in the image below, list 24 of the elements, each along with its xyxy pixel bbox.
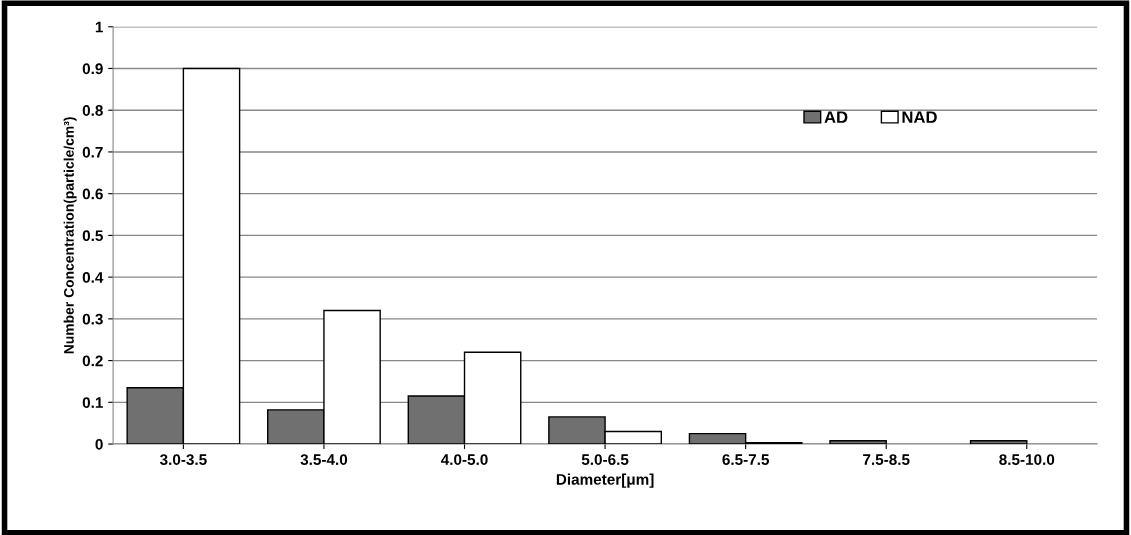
x-tick-label: 4.0-5.0	[440, 454, 488, 465]
y-axis-title: Number Concentration(particle/cm³)	[63, 117, 77, 354]
y-tick-label: 0.5	[82, 230, 103, 242]
x-tick-label: 5.0-6.5	[581, 454, 629, 465]
y-tick-label: 0.9	[82, 63, 103, 75]
bar	[969, 440, 1028, 445]
y-tick-label: 0.3	[82, 313, 103, 325]
y-tick-label: 0	[95, 438, 103, 450]
y-tick-label: 0.4	[82, 272, 104, 283]
x-axis-title: Diameter[μm]	[556, 473, 654, 488]
x-tick-label: 8.5-10.0	[999, 454, 1055, 465]
y-tick-label: 0.2	[82, 355, 103, 367]
y-tick-label: 0.6	[82, 188, 103, 200]
y-tick-label: 0.1	[82, 397, 103, 409]
x-tick-label: 6.5-7.5	[722, 454, 770, 465]
x-tick-label: 3.5-4.0	[300, 454, 348, 466]
bar	[829, 440, 887, 445]
legend-label: AD	[824, 111, 848, 123]
y-tick-label: 0.8	[82, 105, 103, 116]
legend-label: NAD	[902, 111, 937, 123]
x-tick-label: 7.5-8.5	[863, 454, 910, 465]
x-tick-label: 3.0-3.5	[159, 454, 207, 466]
y-tick-label: 1	[95, 21, 103, 33]
y-tick-label: 0.7	[82, 146, 103, 158]
